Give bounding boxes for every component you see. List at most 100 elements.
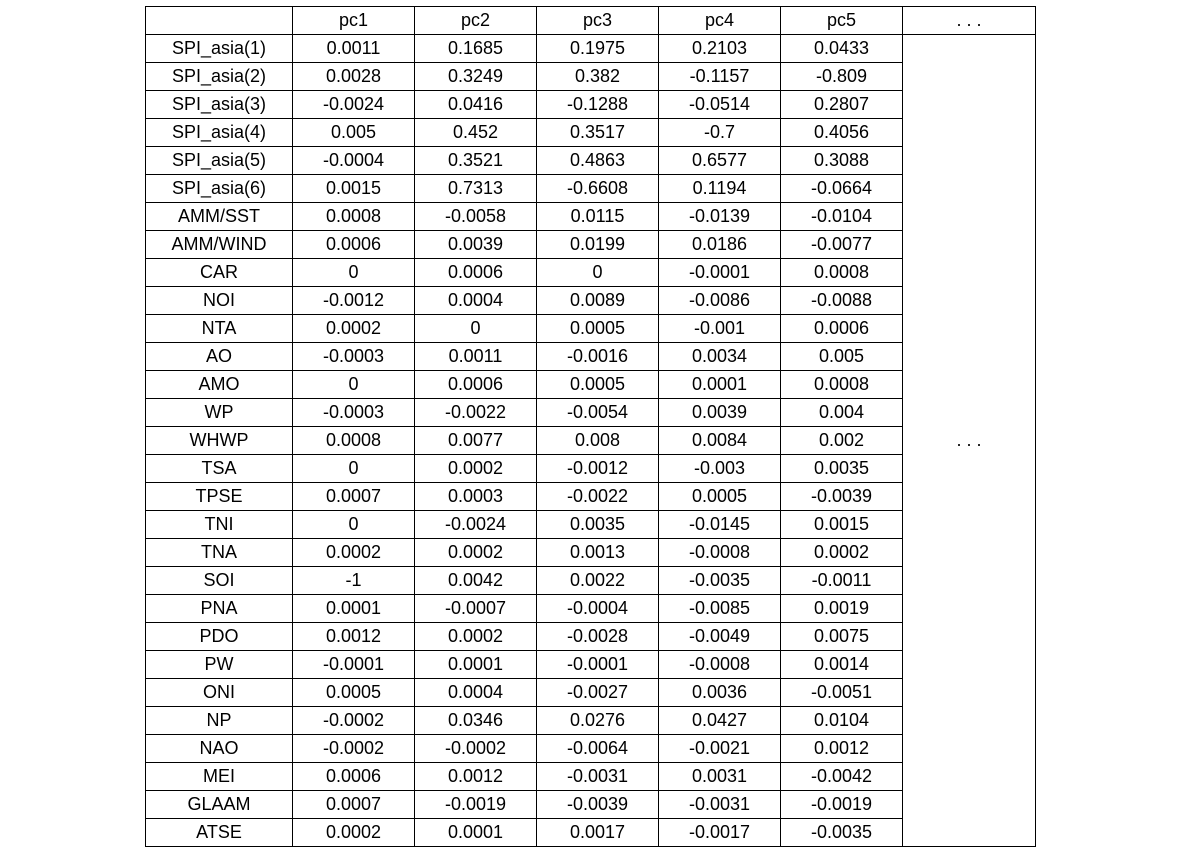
col-header-pc1: pc1 — [293, 7, 415, 35]
table-row: TPSE0.00070.0003-0.00220.0005-0.0039 — [146, 483, 1036, 511]
table-row: NTA0.000200.0005-0.0010.0006 — [146, 315, 1036, 343]
value-cell: 0 — [537, 259, 659, 287]
table-row: SOI-10.00420.0022-0.0035-0.0011 — [146, 567, 1036, 595]
value-cell: 0.008 — [537, 427, 659, 455]
value-cell: -0.0016 — [537, 343, 659, 371]
value-cell: 0.0004 — [415, 287, 537, 315]
table-row: SPI_asia(3)-0.00240.0416-0.1288-0.05140.… — [146, 91, 1036, 119]
value-cell: 0.0011 — [415, 343, 537, 371]
value-cell: 0.0008 — [781, 371, 903, 399]
value-cell: -0.0031 — [659, 791, 781, 819]
value-cell: -0.0049 — [659, 623, 781, 651]
row-label: GLAAM — [146, 791, 293, 819]
pca-loadings-table: pc1 pc2 pc3 pc4 pc5 . . . SPI_asia(1)0.0… — [145, 6, 1036, 847]
row-label: SPI_asia(6) — [146, 175, 293, 203]
value-cell: -0.0017 — [659, 819, 781, 847]
row-label: NAO — [146, 735, 293, 763]
value-cell: -0.0007 — [415, 595, 537, 623]
value-cell: -0.809 — [781, 63, 903, 91]
value-cell: 0.0022 — [537, 567, 659, 595]
value-cell: -0.7 — [659, 119, 781, 147]
value-cell: 0.0002 — [293, 819, 415, 847]
value-cell: 0.0001 — [415, 651, 537, 679]
value-cell: -0.0012 — [293, 287, 415, 315]
value-cell: 0.3517 — [537, 119, 659, 147]
table-row: SPI_asia(1)0.00110.16850.19750.21030.043… — [146, 35, 1036, 63]
row-label: AMM/WIND — [146, 231, 293, 259]
row-label: TNA — [146, 539, 293, 567]
value-cell: -0.0002 — [293, 707, 415, 735]
value-cell: -0.0028 — [537, 623, 659, 651]
col-header-pc4: pc4 — [659, 7, 781, 35]
row-label: CAR — [146, 259, 293, 287]
value-cell: 0.4863 — [537, 147, 659, 175]
value-cell: 0 — [293, 455, 415, 483]
value-cell: -0.0003 — [293, 399, 415, 427]
value-cell: 0.1194 — [659, 175, 781, 203]
value-cell: -0.0104 — [781, 203, 903, 231]
value-cell: 0.0003 — [415, 483, 537, 511]
table-row: PDO0.00120.0002-0.0028-0.00490.0075 — [146, 623, 1036, 651]
value-cell: 0.0007 — [293, 483, 415, 511]
value-cell: 0.0433 — [781, 35, 903, 63]
table-row: TNI0-0.00240.0035-0.01450.0015 — [146, 511, 1036, 539]
row-label: PW — [146, 651, 293, 679]
value-cell: 0.0001 — [293, 595, 415, 623]
value-cell: -0.0024 — [293, 91, 415, 119]
value-cell: 0.4056 — [781, 119, 903, 147]
value-cell: 0.2807 — [781, 91, 903, 119]
value-cell: 0.0036 — [659, 679, 781, 707]
value-cell: -0.0664 — [781, 175, 903, 203]
value-cell: 0.382 — [537, 63, 659, 91]
table-row: PNA0.0001-0.0007-0.0004-0.00850.0019 — [146, 595, 1036, 623]
value-cell: -0.0145 — [659, 511, 781, 539]
row-label: AMO — [146, 371, 293, 399]
value-cell: -0.0022 — [537, 483, 659, 511]
row-label: WHWP — [146, 427, 293, 455]
row-label: NOI — [146, 287, 293, 315]
value-cell: -0.0003 — [293, 343, 415, 371]
row-label: ONI — [146, 679, 293, 707]
value-cell: -1 — [293, 567, 415, 595]
value-cell: 0.1685 — [415, 35, 537, 63]
row-label: ATSE — [146, 819, 293, 847]
value-cell: -0.6608 — [537, 175, 659, 203]
table-row: SPI_asia(4)0.0050.4520.3517-0.70.4056 — [146, 119, 1036, 147]
table-body: SPI_asia(1)0.00110.16850.19750.21030.043… — [146, 35, 1036, 847]
value-cell: 0.0104 — [781, 707, 903, 735]
value-cell: 0.0006 — [293, 231, 415, 259]
col-header-pc3: pc3 — [537, 7, 659, 35]
table-row: TNA0.00020.00020.0013-0.00080.0002 — [146, 539, 1036, 567]
table-row: GLAAM0.0007-0.0019-0.0039-0.0031-0.0019 — [146, 791, 1036, 819]
value-cell: 0.0035 — [537, 511, 659, 539]
value-cell: 0.0346 — [415, 707, 537, 735]
row-label: WP — [146, 399, 293, 427]
value-cell: 0.0034 — [659, 343, 781, 371]
value-cell: 0.0035 — [781, 455, 903, 483]
value-cell: 0 — [293, 511, 415, 539]
row-label: SPI_asia(1) — [146, 35, 293, 63]
value-cell: 0.0042 — [415, 567, 537, 595]
value-cell: -0.0088 — [781, 287, 903, 315]
ellipsis-cell: . . . — [903, 35, 1036, 847]
value-cell: 0.0084 — [659, 427, 781, 455]
value-cell: 0.0008 — [293, 427, 415, 455]
value-cell: -0.0042 — [781, 763, 903, 791]
value-cell: 0.0199 — [537, 231, 659, 259]
value-cell: 0.0002 — [415, 455, 537, 483]
row-label: NP — [146, 707, 293, 735]
value-cell: -0.0008 — [659, 539, 781, 567]
table-row: AMM/SST0.0008-0.00580.0115-0.0139-0.0104 — [146, 203, 1036, 231]
table-row: NP-0.00020.03460.02760.04270.0104 — [146, 707, 1036, 735]
row-label: SPI_asia(5) — [146, 147, 293, 175]
col-header-blank — [146, 7, 293, 35]
value-cell: 0.0006 — [781, 315, 903, 343]
value-cell: -0.0027 — [537, 679, 659, 707]
value-cell: -0.0064 — [537, 735, 659, 763]
value-cell: 0 — [293, 259, 415, 287]
value-cell: 0.7313 — [415, 175, 537, 203]
value-cell: -0.001 — [659, 315, 781, 343]
value-cell: 0.0008 — [781, 259, 903, 287]
table-row: AO-0.00030.0011-0.00160.00340.005 — [146, 343, 1036, 371]
value-cell: -0.0039 — [781, 483, 903, 511]
